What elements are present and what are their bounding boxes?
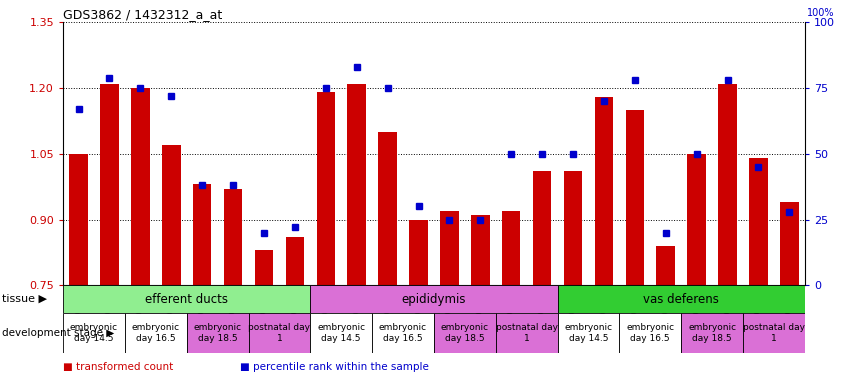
Bar [780,202,799,285]
Bar [440,211,458,285]
Text: embryonic
day 16.5: embryonic day 16.5 [132,323,180,343]
Text: GDS3862 / 1432312_a_at: GDS3862 / 1432312_a_at [63,8,222,21]
FancyBboxPatch shape [187,313,248,353]
Bar [533,171,552,285]
Text: ■ percentile rank within the sample: ■ percentile rank within the sample [240,362,429,372]
FancyBboxPatch shape [558,285,805,313]
Bar [718,84,737,285]
Bar [162,145,181,285]
Bar [316,93,335,285]
Text: embryonic
day 18.5: embryonic day 18.5 [688,323,736,343]
Text: embryonic
day 14.5: embryonic day 14.5 [70,323,118,343]
FancyBboxPatch shape [372,313,434,353]
Bar [224,189,242,285]
Bar [471,215,489,285]
FancyBboxPatch shape [495,313,558,353]
Bar [378,132,397,285]
FancyBboxPatch shape [743,313,805,353]
Text: ■ transformed count: ■ transformed count [63,362,173,372]
Text: embryonic
day 14.5: embryonic day 14.5 [317,323,365,343]
Bar [687,154,706,285]
FancyBboxPatch shape [248,313,310,353]
Text: development stage ▶: development stage ▶ [2,328,114,338]
Bar [193,184,211,285]
Text: vas deferens: vas deferens [643,293,719,306]
Bar [749,158,768,285]
Text: 100%: 100% [807,8,834,18]
Text: postnatal day
1: postnatal day 1 [248,323,310,343]
Text: epididymis: epididymis [402,293,466,306]
Bar [69,154,87,285]
Text: embryonic
day 18.5: embryonic day 18.5 [441,323,489,343]
FancyBboxPatch shape [619,313,681,353]
FancyBboxPatch shape [63,313,124,353]
FancyBboxPatch shape [681,313,743,353]
FancyBboxPatch shape [63,285,310,313]
Bar [347,84,366,285]
Text: embryonic
day 18.5: embryonic day 18.5 [193,323,241,343]
Bar [255,250,273,285]
Text: postnatal day
1: postnatal day 1 [743,323,805,343]
FancyBboxPatch shape [558,313,619,353]
Text: embryonic
day 14.5: embryonic day 14.5 [564,323,612,343]
Bar [410,220,428,285]
Bar [100,84,119,285]
Bar [286,237,304,285]
Text: embryonic
day 16.5: embryonic day 16.5 [379,323,427,343]
FancyBboxPatch shape [310,285,558,313]
Bar [563,171,582,285]
Bar [595,97,613,285]
Bar [657,246,675,285]
Text: efferent ducts: efferent ducts [145,293,228,306]
Text: tissue ▶: tissue ▶ [2,294,47,304]
Bar [131,88,150,285]
Bar [626,110,644,285]
Text: postnatal day
1: postnatal day 1 [495,323,558,343]
FancyBboxPatch shape [310,313,372,353]
Bar [502,211,521,285]
FancyBboxPatch shape [434,313,495,353]
FancyBboxPatch shape [124,313,187,353]
Text: embryonic
day 16.5: embryonic day 16.5 [627,323,674,343]
